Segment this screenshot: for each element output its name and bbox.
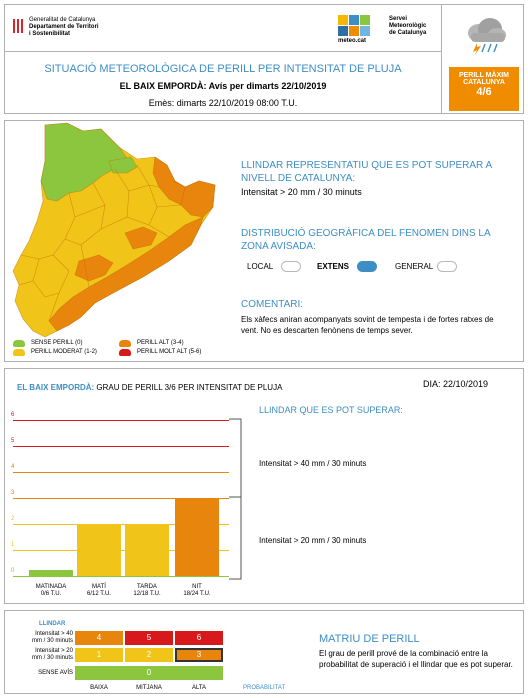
matrix-cell-3-selected: 3 [175, 648, 223, 662]
chart-date: DIA: 22/10/2019 [423, 379, 489, 389]
option-extens-toggle[interactable] [357, 261, 377, 272]
matrix-text: El grau de perill prové de la combinació… [319, 649, 513, 669]
bar-0 [29, 570, 73, 576]
option-extens-label: EXTENS [317, 262, 350, 271]
legend-label-none: SENSE PERILL (0) [31, 340, 83, 346]
y-tick-2: 2 [11, 516, 15, 522]
gridline-4 [13, 472, 229, 473]
page-subtitle: EL BAIX EMPORDÀ: Avís per dimarts 22/10/… [119, 81, 327, 91]
option-local-toggle[interactable] [281, 261, 301, 272]
matrix-cell-0: 0 [75, 666, 223, 680]
header-panel: Generalitat de Catalunya Departament de … [4, 4, 524, 114]
y-tick-5: 5 [11, 438, 15, 444]
matrix-row-label-low: Intensitat > 20 mm / 30 minuts [13, 648, 73, 662]
gridline-5 [13, 446, 229, 447]
matrix-row-label-low-1: Intensitat > 20 [35, 648, 73, 654]
matrix-row-label-high-1: Intensitat > 40 [35, 631, 73, 637]
org-name: Generalitat de Catalunya Departament de … [29, 17, 99, 38]
x-tick-2: TARDA 12/18 T.U. [133, 584, 161, 597]
option-local-label: LOCAL [247, 262, 274, 271]
meteocat-logo-icon: meteo.cat [338, 15, 378, 47]
y-tick-6: 6 [11, 412, 15, 418]
max-danger-value: 4/6 [476, 86, 492, 98]
issued-time: Emès: dimarts 22/10/2019 08:00 T.U. [148, 98, 298, 108]
comment-text: Els xàfecs aniran acompanyats sovint de … [241, 315, 494, 335]
bar-1 [77, 524, 121, 576]
max-danger-label-2: CATALUNYA [463, 79, 505, 86]
chart-area: 0 1 2 3 4 5 6 MATINADA 0/6 T.U. MATÍ 6/12 T.U. TARD… [5, 369, 245, 605]
matrix-cell-5: 5 [125, 631, 173, 645]
matrix-cell-6: 6 [175, 631, 223, 645]
lower-threshold-text: Intensitat > 20 mm / 30 minuts [259, 536, 367, 545]
matrix-panel: LLINDAR Intensitat > 40 mm / 30 minuts I… [4, 610, 524, 694]
storm-cloud-icon [468, 18, 506, 55]
meteocat-site: meteo.cat [338, 38, 367, 44]
matrix-llindar-label: LLINDAR [39, 621, 66, 627]
legend-label-high: PERILL ALT (3-4) [137, 340, 184, 346]
gridline-6 [13, 420, 229, 421]
matrix-row-label-none: SENSE AVÍS [38, 670, 73, 676]
y-tick-4: 4 [11, 464, 15, 470]
smc-line-1: Servei [389, 16, 408, 22]
matrix-row-label-high: Intensitat > 40 mm / 30 minuts [13, 631, 73, 645]
legend-label-moderate: PERILL MODERAT (1-2) [31, 349, 97, 355]
upper-threshold-text: Intensitat > 40 mm / 30 minuts [259, 459, 367, 468]
threshold-heading: LLINDAR REPRESENTATIU QUE ES POT SUPERAR… [241, 160, 492, 184]
org-line-1: Generalitat de Catalunya [29, 17, 96, 23]
matrix-col-baixa: BAIXA [90, 685, 108, 691]
legend-swatch-very-high [119, 349, 131, 356]
gridline-3 [13, 498, 229, 499]
y-tick-1: 1 [11, 542, 15, 548]
legend-label-very-high: PERILL MOLT ALT (5-6) [137, 349, 202, 355]
y-tick-3: 3 [11, 490, 15, 496]
bar-2 [125, 524, 169, 576]
matrix-row-label-low-2: mm / 30 minuts [31, 655, 73, 661]
matrix-row-label-high-2: mm / 30 minuts [31, 638, 73, 644]
legend-swatch-none [13, 340, 25, 347]
matrix-col-mitjana: MITJANA [136, 685, 162, 691]
chart-title-rest: GRAU DE PERILL 3/6 PER INTENSITAT DE PLU… [94, 383, 283, 392]
legend-swatch-moderate [13, 349, 25, 356]
matrix-cell-2: 2 [125, 648, 173, 662]
smc-line-2: Meteorològic [389, 23, 427, 29]
catalonia-map [12, 122, 216, 338]
y-tick-0: 0 [11, 568, 15, 574]
matrix-heading: MATRIU DE PERILL [319, 633, 420, 645]
comment-heading: COMENTARI: [241, 299, 304, 310]
matrix-cell-1: 1 [75, 648, 123, 662]
chart-title-zone: EL BAIX EMPORDÀ: [17, 383, 95, 392]
gridline-2 [13, 524, 229, 525]
chart-threshold-heading: LLINDAR QUE ES POT SUPERAR: [259, 405, 403, 415]
org-line-2: Departament de Territori [29, 24, 99, 30]
gencat-logo-icon [13, 19, 25, 33]
matrix-cell-4: 4 [75, 631, 123, 645]
option-general-label: GENERAL [395, 262, 434, 271]
bar-3 [175, 498, 219, 576]
threshold-bracket [229, 418, 242, 580]
smc-name: Servei Meteorològic de Catalunya [389, 16, 426, 37]
option-general-toggle[interactable] [437, 261, 457, 272]
max-danger-badge: PERILL MÀXIM CATALUNYA 4/6 [449, 67, 519, 111]
org-line-3: i Sostenibilitat [29, 31, 71, 37]
matrix-probability-label: PROBABILITAT [243, 685, 286, 691]
x-tick-0: MATINADA 0/6 T.U. [35, 584, 67, 597]
chart-title: EL BAIX EMPORDÀ: GRAU DE PERILL 3/6 PER … [17, 383, 282, 392]
page-title: SITUACIÓ METEOROLÒGICA DE PERILL PER INT… [44, 63, 402, 75]
distribution-heading: DISTRIBUCIÓ GEOGRÀFICA DEL FENOMEN DINS … [241, 228, 491, 252]
threshold-value: Intensitat > 20 mm / 30 minuts [241, 187, 362, 197]
legend-swatch-high [119, 340, 131, 347]
chart-panel: EL BAIX EMPORDÀ: GRAU DE PERILL 3/6 PER … [4, 368, 524, 604]
baseline [13, 576, 229, 577]
x-tick-1: MATÍ 6/12 T.U. [87, 584, 111, 597]
smc-line-3: de Catalunya [389, 30, 427, 36]
max-danger-label-1: PERILL MÀXIM [458, 72, 510, 79]
map-panel: SENSE PERILL (0) PERILL MODERAT (1-2) PE… [4, 120, 524, 362]
gridline-1 [13, 550, 229, 551]
x-tick-3: NIT 18/24 T.U. [183, 584, 211, 597]
matrix-col-alta: ALTA [191, 685, 207, 691]
